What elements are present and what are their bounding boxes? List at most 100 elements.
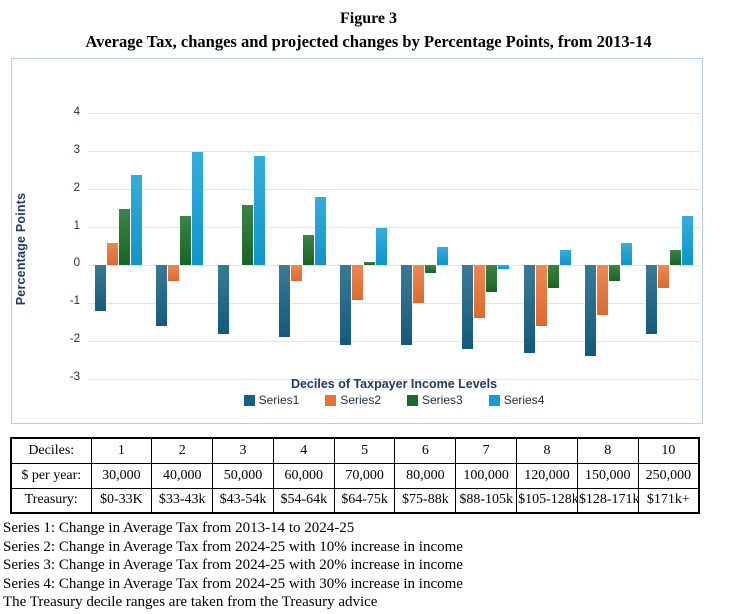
footnote-series2: Series 2: Change in Average Tax from 202… bbox=[3, 538, 463, 555]
bar-series1-decile-3 bbox=[217, 265, 229, 334]
table-cell-r0-c8: 8 bbox=[576, 437, 639, 464]
bar-series1-decile-4 bbox=[278, 265, 290, 338]
footnotes: Series 1: Change in Average Tax from 201… bbox=[3, 519, 733, 612]
table-cell-r2-c2: $43-54k bbox=[212, 487, 274, 514]
table-cell-r2-c1: $33-43k bbox=[151, 487, 214, 514]
table-cell-r0-c3: 4 bbox=[272, 437, 335, 464]
bar-series2-decile-6 bbox=[413, 265, 425, 304]
legend-label-series2: Series2 bbox=[340, 393, 381, 407]
legend-label-series1: Series1 bbox=[258, 393, 300, 407]
bar-series2-decile-8 bbox=[535, 265, 547, 327]
legend-swatch-series3-icon bbox=[407, 394, 418, 406]
bar-series1-decile-7 bbox=[462, 265, 474, 349]
table-cell-r0-c6: 7 bbox=[455, 437, 518, 464]
bar-series1-decile-6 bbox=[401, 265, 413, 345]
table-cell-r1-c9: 250,000 bbox=[637, 462, 700, 489]
bar-series2-decile-1 bbox=[107, 242, 119, 266]
table-cell-r1-c1: 40,000 bbox=[151, 462, 214, 489]
bar-series1-decile-5 bbox=[339, 265, 351, 345]
bar-series3-decile-6 bbox=[425, 265, 437, 273]
bar-series2-decile-9 bbox=[596, 265, 608, 315]
y-tick-label--1: -1 bbox=[69, 295, 80, 308]
y-tick-label-3: 3 bbox=[73, 143, 80, 156]
legend: Series1 Series2 Series3 Series4 bbox=[88, 393, 700, 407]
footnote-series1: Series 1: Change in Average Tax from 201… bbox=[3, 520, 355, 536]
bar-series1-decile-1 bbox=[95, 265, 107, 311]
table-cell-r1-c6: 100,000 bbox=[455, 462, 518, 489]
table-cell-r2-c9: $171k+ bbox=[637, 487, 700, 514]
gridline-2 bbox=[88, 189, 700, 191]
table-row-2: Treasury: $0-33K $33-43k $43-54k $54-64k $64-… bbox=[10, 487, 700, 514]
bar-series4-decile-4 bbox=[314, 197, 326, 266]
chart-frame: Percentage Points Deciles of Taxpayer In… bbox=[11, 58, 703, 424]
table-cell-r0-c1: 2 bbox=[151, 437, 214, 464]
table-cell-r2-c5: $75-88k bbox=[394, 487, 457, 514]
figure-title: Average Tax, changes and projected chang… bbox=[85, 32, 652, 51]
legend-item-series2: Series2 bbox=[325, 393, 381, 407]
bar-series4-decile-1 bbox=[131, 174, 143, 266]
table-cell-r0-c2: 3 bbox=[212, 437, 274, 464]
bar-series1-decile-8 bbox=[523, 265, 535, 353]
table-cell-r2-c3: $54-64k bbox=[272, 487, 335, 514]
bar-series4-decile-9 bbox=[620, 242, 632, 266]
bar-series3-decile-1 bbox=[119, 208, 131, 266]
bar-series3-decile-7 bbox=[486, 265, 498, 292]
bar-series2-decile-5 bbox=[351, 265, 363, 300]
legend-item-series1: Series1 bbox=[243, 393, 300, 407]
table-row-1: $ per year: 30,000 40,000 50,000 60,000 70,00… bbox=[10, 462, 700, 489]
y-tick-label-4: 4 bbox=[73, 105, 80, 118]
bar-series3-decile-9 bbox=[608, 265, 620, 281]
table-cell-r0-c0: 1 bbox=[90, 437, 153, 464]
table-cell-r1-c0: 30,000 bbox=[90, 462, 153, 489]
table-cell-r1-c3: 60,000 bbox=[272, 462, 335, 489]
table-cell-r0-c9: 10 bbox=[637, 437, 700, 464]
gridline--2 bbox=[88, 340, 700, 342]
bar-series3-decile-5 bbox=[363, 261, 375, 266]
bar-series3-decile-4 bbox=[302, 235, 314, 266]
y-tick-label--3: -3 bbox=[69, 371, 80, 384]
bar-series1-decile-2 bbox=[156, 265, 168, 327]
bar-series4-decile-2 bbox=[192, 151, 204, 266]
bar-series3-decile-8 bbox=[547, 265, 559, 289]
gridline-1 bbox=[88, 227, 700, 229]
table-cell-r0-c7: 8 bbox=[516, 437, 578, 464]
table-row-label: Deciles: bbox=[10, 437, 92, 464]
deciles-table: Deciles: 1 2 3 4 5 6 7 8 8 10 $ per year: 30,000 40,0… bbox=[10, 437, 700, 514]
figure-label: Figure 3 bbox=[339, 10, 398, 27]
legend-label-series3: Series3 bbox=[422, 393, 463, 407]
legend-label-series4: Series4 bbox=[503, 393, 545, 407]
bar-series2-decile-2 bbox=[168, 265, 180, 281]
deciles-table-body: Deciles: 1 2 3 4 5 6 7 8 8 10 $ per year: 30,000 40,0… bbox=[10, 437, 700, 514]
bar-series4-decile-8 bbox=[559, 250, 571, 266]
table-cell-r1-c5: 80,000 bbox=[394, 462, 457, 489]
table-row-label: Treasury: bbox=[10, 487, 92, 514]
plot-area bbox=[88, 95, 700, 398]
table-cell-r1-c4: 70,000 bbox=[333, 462, 396, 489]
bar-series2-decile-4 bbox=[290, 265, 302, 281]
bar-series1-decile-9 bbox=[584, 265, 596, 357]
y-axis-title: Percentage Points bbox=[14, 192, 28, 306]
table-cell-r0-c5: 6 bbox=[394, 437, 457, 464]
bar-series2-decile-10 bbox=[657, 265, 669, 289]
table-row-0: Deciles: 1 2 3 4 5 6 7 8 8 10 bbox=[10, 437, 700, 464]
table-cell-r2-c0: $0-33K bbox=[90, 487, 153, 514]
table-cell-r2-c8: $128-171k bbox=[576, 487, 639, 514]
footnote-series3: Series 3: Change in Average Tax from 202… bbox=[3, 557, 463, 574]
table-row-label: $ per year: bbox=[10, 462, 92, 489]
gridline-0 bbox=[88, 264, 700, 266]
bar-series4-decile-5 bbox=[375, 227, 387, 266]
x-axis-title: Deciles of Taxpayer Income Levels bbox=[290, 377, 498, 391]
gridline-3 bbox=[88, 151, 700, 153]
gridline-4 bbox=[88, 113, 700, 115]
bar-series3-decile-10 bbox=[669, 250, 681, 266]
y-tick-label-1: 1 bbox=[73, 219, 80, 232]
table-cell-r2-c7: $105-128k bbox=[516, 487, 578, 514]
table-cell-r0-c4: 5 bbox=[333, 437, 396, 464]
y-tick-label--2: -2 bbox=[69, 333, 80, 346]
legend-item-series3: Series3 bbox=[407, 393, 463, 407]
legend-swatch-series1-icon bbox=[243, 394, 255, 406]
table-cell-r2-c6: $88-105k bbox=[455, 487, 518, 514]
bar-series4-decile-10 bbox=[681, 216, 693, 266]
bar-series1-decile-10 bbox=[645, 265, 657, 334]
